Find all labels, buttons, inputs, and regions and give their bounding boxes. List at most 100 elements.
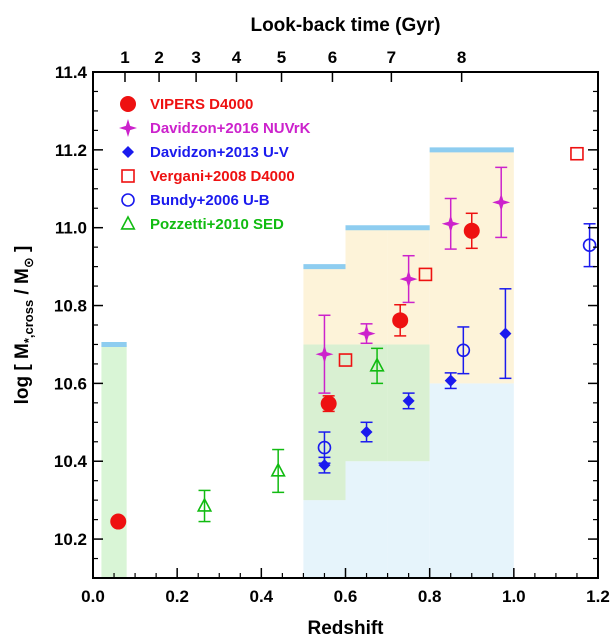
legend-item-4: Bundy+2006 U-B	[121, 192, 270, 209]
data-point	[315, 345, 334, 364]
y-tick-label: 10.4	[54, 452, 88, 471]
data-point	[317, 440, 332, 455]
shaded-region-11	[429, 149, 514, 384]
marker-shape	[418, 267, 433, 282]
legend-label: Davidzon+2016 NUVrK	[150, 120, 311, 137]
marker-shape	[357, 324, 376, 343]
y-axis-title-main: log [ M	[12, 343, 33, 404]
marker-shape	[392, 312, 409, 329]
marker-shape	[120, 215, 136, 230]
axis-ticks	[92, 71, 599, 578]
shaded-region-1	[303, 500, 346, 578]
y-tick-label: 10.8	[54, 297, 87, 316]
legend-label: Vergani+2008 D4000	[150, 168, 295, 185]
y-axis-title-end: ]	[12, 246, 33, 258]
marker-shape	[582, 238, 597, 253]
series-5	[196, 347, 385, 523]
y-tick-label: 10.2	[54, 530, 87, 549]
data-point	[369, 357, 385, 372]
shaded-region-7	[387, 461, 430, 578]
marker-shape	[456, 343, 471, 358]
marker-shape	[320, 395, 337, 412]
y-tick-label: 11.4	[55, 63, 88, 82]
legend-item-0: VIPERS D4000	[120, 96, 253, 113]
x-tick-label: 0.6	[334, 587, 358, 606]
marker-shape	[441, 214, 460, 233]
data-point	[456, 343, 471, 358]
marker-shape	[110, 513, 127, 530]
data-point	[196, 497, 213, 512]
shaded-region-10	[429, 383, 514, 578]
legend-item-5: Pozzetti+2010 SED	[120, 215, 284, 233]
series-2	[318, 288, 512, 474]
upper-limit-lines	[101, 147, 514, 347]
top-tick-label: 6	[328, 48, 337, 67]
legend-item-3: Vergani+2008 D4000	[121, 168, 295, 185]
top-axis-title: Look-back time (Gyr)	[250, 15, 440, 36]
legend-item-1: Davidzon+2016 NUVrK	[119, 119, 311, 137]
marker-shape	[119, 119, 137, 137]
top-tick-label: 3	[191, 48, 200, 67]
data-point	[499, 327, 512, 340]
marker-shape	[402, 394, 415, 407]
top-tick-label: 2	[154, 48, 163, 67]
x-tick-label: 0.2	[165, 587, 189, 606]
shaded-regions	[101, 149, 514, 578]
series-4	[317, 223, 597, 464]
legend-label: Pozzetti+2010 SED	[150, 216, 284, 233]
data-point	[441, 214, 460, 233]
data-point	[270, 462, 286, 477]
y-tick-label: 11.0	[55, 219, 87, 238]
data-point	[492, 193, 511, 212]
legend: VIPERS D4000 Davidzon+2016 NUVrK Davidzon+…	[119, 96, 311, 233]
data-point	[357, 324, 376, 343]
data-point	[110, 513, 127, 530]
data-point	[392, 312, 409, 329]
legend-item-2: Davidzon+2013 U-V	[122, 144, 289, 161]
legend-marker	[119, 119, 137, 137]
tick-labels: 0.0 0.2 0.4 0.6 0.8 1.0 1.2 10.2 10.4 10.6 10.8 11.…	[54, 48, 610, 606]
marker-shape	[499, 327, 512, 340]
x-tick-label: 0.8	[418, 587, 442, 606]
marker-shape	[570, 146, 584, 161]
shaded-region-4	[345, 461, 388, 578]
data-point	[318, 459, 331, 472]
top-tick-label: 7	[387, 48, 396, 67]
x-tick-label: 0.4	[250, 587, 274, 606]
data-point	[570, 146, 584, 161]
data-point	[402, 394, 415, 407]
marker-shape	[492, 193, 511, 212]
marker-shape	[360, 426, 373, 439]
x-tick-label: 1.2	[586, 587, 610, 606]
legend-label: Bundy+2006 U-B	[150, 192, 270, 209]
marker-shape	[399, 270, 418, 289]
y-tick-label: 10.6	[54, 374, 87, 393]
data-point	[399, 270, 418, 289]
top-tick-label: 4	[232, 48, 242, 67]
top-tick-label: 1	[120, 48, 129, 67]
y-tick-label: 11.2	[55, 141, 87, 160]
marker-shape	[317, 440, 332, 455]
marker-shape	[444, 374, 457, 387]
y-axis-title-subscript: *,cross	[21, 300, 36, 343]
x-tick-label: 1.0	[502, 587, 526, 606]
marker-shape	[315, 345, 334, 364]
legend-marker	[122, 146, 134, 158]
marker-shape	[318, 459, 331, 472]
series-1	[315, 166, 511, 394]
marker-shape	[121, 193, 135, 207]
top-tick-label: 8	[457, 48, 466, 67]
marker-shape	[122, 146, 134, 158]
marker-shape	[369, 357, 385, 372]
series-0	[110, 212, 480, 530]
marker-shape	[196, 497, 213, 512]
legend-marker	[120, 215, 136, 230]
legend-marker	[121, 169, 135, 183]
data-point	[360, 426, 373, 439]
data-point	[418, 267, 433, 282]
data-series	[110, 146, 597, 530]
series-3	[338, 146, 584, 367]
shaded-region-0	[101, 344, 127, 578]
sun-symbol: ⊙	[21, 257, 36, 268]
